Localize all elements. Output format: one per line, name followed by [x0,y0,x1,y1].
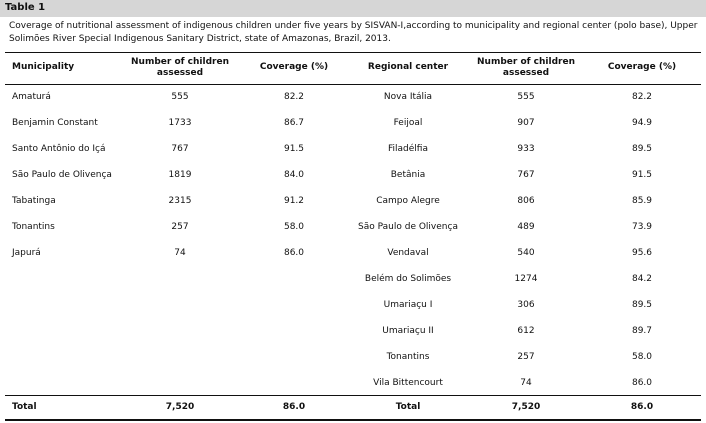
municipality-coverage: 82.2 [283,92,305,102]
total-number: 7,520 [165,402,195,412]
header-number-line1: Number of children [131,57,229,67]
regional-center-coverage: 86.0 [631,378,653,388]
regional-center-coverage: 85.9 [631,196,653,206]
regional-center-name: São Paulo de Olivença [358,222,458,232]
table-caption: Coverage of nutritional assessment of in… [9,21,698,44]
regional-center-name: Vendaval [387,248,429,258]
regional-center-number: 74 [520,378,532,388]
header-number2-line2: assessed [502,68,550,78]
regional-center-name: Tonantins [386,352,430,362]
regional-center-name: Umariaçu II [382,326,434,336]
regional-center-coverage: 89.7 [631,326,653,336]
municipality-coverage: 58.0 [283,222,305,232]
municipality-number: 74 [174,248,186,258]
total-label: Total [12,402,37,412]
header-number2-line1: Number of children [477,57,575,67]
municipality-coverage: 86.7 [283,118,305,128]
municipality-number: 1819 [168,170,192,180]
municipality-number: 555 [171,92,189,102]
header-municipality: Municipality [12,62,75,72]
regional-center-coverage: 89.5 [631,300,653,310]
municipality-number: 257 [171,222,189,232]
municipality-name: Benjamin Constant [12,118,98,128]
regional-center-name: Nova Itália [383,92,433,102]
regional-center-number: 612 [517,326,535,336]
municipality-coverage: 91.2 [283,196,305,206]
header-coverage-2: Coverage (%) [607,62,677,72]
municipality-coverage: 84.0 [283,170,305,180]
regional-center-name: Campo Alegre [376,196,440,206]
header-coverage: Coverage (%) [259,62,329,72]
header-number-line2: assessed [156,68,204,78]
regional-center-coverage: 94.9 [631,118,653,128]
municipality-name: Santo Antônio do Içá [12,144,106,154]
regional-center-name: Betânia [390,170,426,180]
total-rule [5,395,701,396]
regional-center-name: Umariaçu I [383,300,433,310]
regional-center-coverage: 58.0 [631,352,653,362]
regional-center-coverage: 89.5 [631,144,653,154]
regional-center-name: Feijoal [393,118,423,128]
table-label: Table 1 [5,2,46,13]
header-regional-center: Regional center [367,62,449,72]
regional-center-coverage: 91.5 [631,170,653,180]
municipality-name: São Paulo de Olivença [12,170,112,180]
regional-center-number: 907 [517,118,535,128]
municipality-number: 1733 [168,118,192,128]
header-number-assessed-2: Number of children assessed [477,57,575,79]
municipality-name: Tonantins [12,222,55,232]
total-coverage: 86.0 [282,402,306,412]
regional-center-name: Filadélfia [388,144,428,154]
municipality-number: 767 [171,144,189,154]
regional-center-number: 1274 [514,274,538,284]
regional-center-name: Belém do Solimões [364,274,452,284]
regional-center-number: 806 [517,196,535,206]
regional-center-coverage: 73.9 [631,222,653,232]
regional-center-number: 767 [517,170,535,180]
bottom-rule [5,419,701,421]
top-rule [5,52,701,53]
regional-center-number: 257 [517,352,535,362]
municipality-name: Amaturá [12,92,51,102]
header-number-assessed: Number of children assessed [131,57,229,79]
municipality-name: Tabatinga [12,196,56,206]
municipality-number: 2315 [168,196,192,206]
municipality-coverage: 91.5 [283,144,305,154]
municipality-name: Japurá [12,248,41,258]
regional-center-number: 555 [517,92,535,102]
header-rule [5,84,701,85]
total-coverage-2: 86.0 [630,402,654,412]
regional-center-number: 933 [517,144,535,154]
regional-center-number: 540 [517,248,535,258]
regional-center-coverage: 95.6 [631,248,653,258]
table-title-bar: Table 1 [0,0,706,17]
total-label-2: Total [395,402,421,412]
regional-center-coverage: 82.2 [631,92,653,102]
regional-center-name: Vila Bittencourt [373,378,443,388]
regional-center-coverage: 84.2 [631,274,653,284]
regional-center-number: 306 [517,300,535,310]
municipality-coverage: 86.0 [283,248,305,258]
regional-center-number: 489 [517,222,535,232]
total-number-2: 7,520 [511,402,541,412]
